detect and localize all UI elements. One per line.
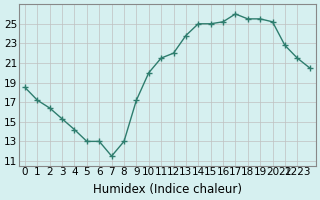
X-axis label: Humidex (Indice chaleur): Humidex (Indice chaleur) bbox=[93, 183, 242, 196]
